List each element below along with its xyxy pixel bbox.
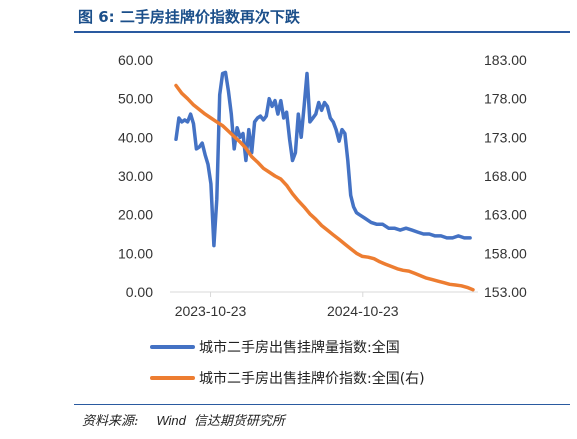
left-axis-ticks: 0.00 10.00 20.00 30.00 40.00 50.00 60.00 bbox=[118, 52, 153, 300]
right-tick-label: 163.00 bbox=[484, 207, 527, 223]
source-provider: Wind bbox=[156, 413, 186, 428]
source-note: 资料来源: Wind 信达期货研究所 bbox=[82, 410, 285, 429]
series-line-1 bbox=[174, 70, 472, 248]
title-divider bbox=[74, 31, 570, 33]
right-tick-label: 178.00 bbox=[484, 91, 527, 107]
right-axis-ticks: 153.00 158.00 163.00 168.00 173.00 178.00 183.… bbox=[484, 52, 527, 300]
legend-label-2: 城市二手房出售挂牌价指数:全国(右) bbox=[199, 370, 425, 387]
x-tick-label: 2024-10-23 bbox=[327, 303, 399, 319]
right-tick-label: 168.00 bbox=[484, 168, 527, 184]
left-tick-label: 40.00 bbox=[118, 129, 153, 145]
source-org: 信达期货研究所 bbox=[193, 414, 285, 429]
left-tick-label: 30.00 bbox=[118, 168, 153, 184]
x-axis-ticks: 2023-10-23 2024-10-23 bbox=[175, 292, 399, 319]
series-lines bbox=[174, 70, 475, 292]
series-line-2 bbox=[174, 83, 475, 292]
right-tick-label: 153.00 bbox=[484, 284, 527, 300]
left-tick-label: 60.00 bbox=[118, 52, 153, 68]
left-tick-label: 20.00 bbox=[118, 207, 153, 223]
source-divider bbox=[74, 404, 570, 405]
right-tick-label: 158.00 bbox=[484, 245, 527, 261]
source-label: 资料来源: bbox=[82, 414, 139, 429]
left-tick-label: 10.00 bbox=[118, 245, 153, 261]
left-tick-label: 0.00 bbox=[126, 284, 153, 300]
right-tick-label: 173.00 bbox=[484, 129, 527, 145]
figure-title: 图 6: 二手房挂牌价指数再次下跌 bbox=[78, 8, 300, 26]
right-tick-label: 183.00 bbox=[484, 52, 527, 68]
left-tick-label: 50.00 bbox=[118, 91, 153, 107]
x-tick-label: 2023-10-23 bbox=[175, 303, 247, 319]
legend-label-1: 城市二手房出售挂牌量指数:全国 bbox=[199, 339, 400, 356]
